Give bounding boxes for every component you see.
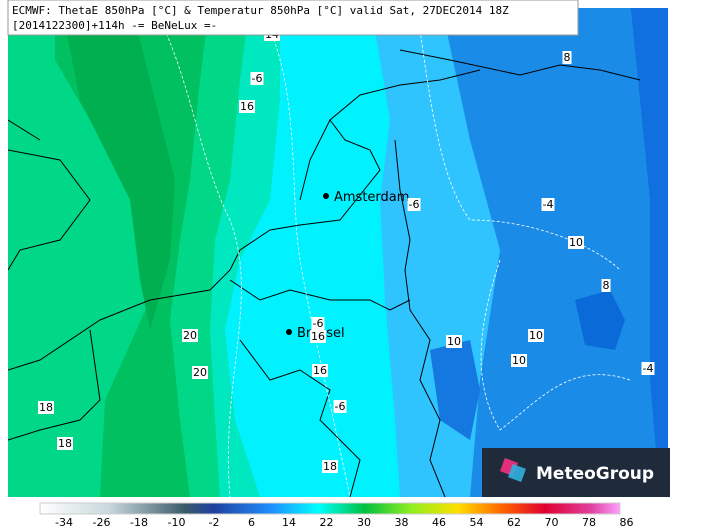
colorbar [39, 502, 621, 515]
colorbar-label: -26 [93, 516, 111, 529]
contour-label: 10 [529, 329, 543, 342]
label-bg [192, 366, 208, 379]
label-bg [250, 72, 264, 85]
isotherms [159, 19, 631, 497]
contour-label: 18 [39, 401, 53, 414]
label-bg [641, 362, 655, 375]
contour-label: 10 [512, 354, 526, 367]
colorbar-label: 22 [320, 516, 334, 529]
label-bg [446, 335, 462, 348]
label-bg [57, 437, 73, 450]
contour-label: -4 [543, 198, 554, 211]
header-box [7, 0, 579, 36]
header-line: ECMWF: ThetaE 850hPa [°C] & Temperatur 8… [12, 4, 509, 17]
label-bg [38, 401, 54, 414]
city-label: Amsterdam [334, 190, 409, 205]
label-bg [239, 100, 255, 113]
region [55, 8, 209, 497]
colorbar-label: 46 [432, 516, 446, 529]
contour-label: 8 [564, 51, 571, 64]
colorbar-label: -10 [168, 516, 186, 529]
contour-label: 16 [240, 100, 254, 113]
map: Amsterdam Brussel 14-6168-6-41081010-616… [8, 8, 668, 497]
colorbar-label: 78 [582, 516, 596, 529]
label-bg [310, 330, 326, 343]
contour-label: 18 [323, 460, 337, 473]
label-bg [311, 317, 325, 330]
contour-label: 16 [313, 364, 327, 377]
colorbar-label: -34 [55, 516, 73, 529]
label-bg [511, 354, 527, 367]
contour-label: -4 [643, 362, 654, 375]
region [575, 290, 625, 350]
contour-label: -6 [252, 72, 263, 85]
label-bg [528, 329, 544, 342]
city-dot [286, 329, 292, 335]
colorbar-label: 14 [282, 516, 296, 529]
colorbar-label: 86 [620, 516, 634, 529]
header-line: [2014122300]+114h -= BeNeLux =- [12, 19, 217, 32]
contour-label: -6 [313, 317, 324, 330]
city-dot [323, 193, 329, 199]
colorbar-label: -2 [209, 516, 220, 529]
label-bg [312, 364, 328, 377]
region [430, 340, 480, 440]
contour-label: 8 [603, 279, 610, 292]
contour-label: 20 [183, 329, 197, 342]
contour-label: 10 [569, 236, 583, 249]
colorbar-label: 70 [545, 516, 559, 529]
colorbar-label: 54 [470, 516, 484, 529]
logo-text: MeteoGroup [536, 464, 654, 484]
label-bg [541, 198, 555, 211]
logo-icon [500, 458, 526, 482]
colorbar-label: 62 [507, 516, 521, 529]
region [61, 8, 175, 330]
label-bg [322, 460, 338, 473]
colorbar-label: 30 [357, 516, 371, 529]
label-bg [568, 236, 584, 249]
label-bg [562, 51, 572, 64]
colorbar-label: 38 [395, 516, 409, 529]
contour-label: 16 [311, 330, 325, 343]
colorbar-label: -18 [130, 516, 148, 529]
contour-label: 18 [58, 437, 72, 450]
label-bg [182, 329, 198, 342]
contour-label: -6 [335, 400, 346, 413]
region [630, 8, 668, 497]
borders [8, 49, 641, 497]
colorbar-label: 6 [248, 516, 255, 529]
contour-label: 10 [447, 335, 461, 348]
label-bg [601, 279, 611, 292]
label-bg [333, 400, 347, 413]
contour-label: 20 [193, 366, 207, 379]
contour-label: -6 [409, 198, 420, 211]
label-bg [407, 198, 421, 211]
